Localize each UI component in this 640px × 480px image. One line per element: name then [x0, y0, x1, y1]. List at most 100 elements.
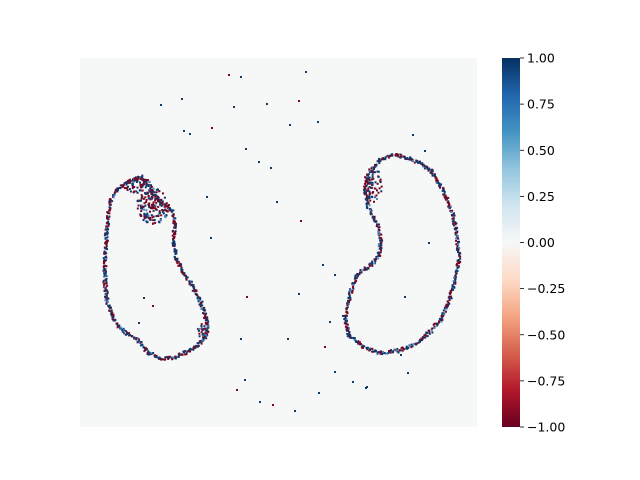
heatmap-cell — [352, 336, 355, 339]
heatmap-cell — [109, 203, 112, 206]
heatmap-cell — [378, 162, 381, 165]
heatmap-cell — [349, 298, 352, 301]
heatmap-cell — [141, 185, 144, 188]
heatmap-cell — [150, 184, 152, 187]
heatmap-cell — [139, 183, 142, 186]
heatmap-cell — [415, 160, 418, 163]
heatmap-cell — [127, 334, 130, 337]
heatmap-cell — [428, 329, 431, 332]
heatmap-cell — [368, 168, 371, 171]
colorbar-tick-label: 0.25 — [527, 189, 555, 204]
heatmap-cell — [136, 207, 139, 210]
colorbar-tick-label: −1.00 — [527, 420, 565, 435]
heatmap-cell — [103, 274, 106, 277]
heatmap-cell — [368, 169, 371, 172]
heatmap-cell — [154, 194, 157, 197]
heatmap-cell — [172, 221, 175, 224]
heatmap-cell — [451, 214, 454, 217]
heatmap-cell — [376, 351, 379, 354]
heatmap-cell — [167, 358, 170, 360]
heatmap-cell — [128, 332, 131, 335]
heatmap-cell — [201, 300, 204, 303]
heatmap-cell — [145, 180, 148, 183]
heatmap-cell — [104, 268, 107, 271]
heatmap-cell — [202, 312, 204, 315]
heatmap-cell — [169, 208, 172, 210]
heatmap-cell — [145, 199, 148, 201]
heatmap-cell — [367, 187, 370, 190]
heatmap-cell — [371, 181, 374, 184]
heatmap-cell — [352, 381, 354, 383]
heatmap-cell — [431, 172, 434, 175]
heatmap-cell — [102, 281, 105, 284]
heatmap-cell — [386, 154, 389, 157]
heatmap-cell — [174, 220, 176, 223]
heatmap-cell — [140, 197, 143, 200]
heatmap-cell — [152, 219, 155, 222]
heatmap-cell — [104, 290, 107, 293]
heatmap-cell — [165, 214, 168, 217]
heatmap-cell — [348, 296, 351, 299]
heatmap-cell — [444, 194, 447, 197]
heatmap-cell — [102, 279, 105, 282]
heatmap-cell — [173, 235, 176, 238]
heatmap-cell — [173, 233, 175, 236]
colorbar-tick-label: −0.50 — [527, 327, 565, 342]
heatmap-cell — [158, 200, 161, 203]
heatmap-cell — [455, 243, 458, 246]
heatmap-cell — [139, 341, 142, 344]
heatmap-cell — [378, 228, 380, 231]
heatmap-cell — [384, 157, 386, 160]
heatmap-cell — [154, 204, 157, 207]
heatmap-cell — [412, 342, 415, 345]
heatmap-cell — [204, 317, 207, 320]
heatmap-cell — [105, 221, 108, 224]
heatmap-cell — [140, 207, 142, 210]
heatmap-cell — [136, 191, 139, 194]
heatmap-cell — [378, 251, 381, 254]
heatmap-cell — [136, 180, 138, 183]
heatmap-cell — [103, 251, 106, 254]
heatmap-cell — [456, 262, 459, 265]
heatmap-cell — [456, 235, 459, 238]
heatmap-cell — [451, 285, 454, 288]
heatmap-cell — [147, 217, 150, 220]
heatmap-cell — [365, 198, 368, 201]
heatmap-cell — [240, 76, 242, 78]
heatmap-cell — [205, 337, 208, 340]
heatmap-cell — [366, 267, 369, 270]
heatmap-cell — [458, 262, 460, 265]
heatmap-cell — [455, 270, 457, 273]
heatmap-cell — [375, 258, 377, 260]
heatmap-cell — [434, 176, 437, 179]
heatmap-cell — [374, 164, 376, 166]
heatmap-cell — [142, 197, 145, 200]
heatmap-cell — [136, 199, 139, 202]
heatmap-cell — [140, 194, 143, 197]
heatmap-cell — [145, 209, 148, 212]
heatmap-cell — [459, 257, 462, 260]
heatmap-cell — [126, 182, 129, 184]
heatmap-cell — [317, 121, 319, 123]
heatmap-cell — [103, 272, 106, 275]
heatmap-cell — [322, 264, 324, 266]
heatmap-cell — [423, 165, 426, 168]
heatmap-cell — [161, 201, 164, 204]
heatmap-cell — [365, 181, 368, 183]
heatmap-cell — [374, 220, 377, 223]
heatmap-cell — [123, 187, 126, 190]
heatmap-cell — [157, 205, 160, 208]
heatmap-cell — [396, 153, 399, 156]
heatmap-cell — [378, 253, 381, 256]
heatmap-cell — [125, 183, 128, 186]
heatmap-cell — [147, 183, 150, 186]
heatmap-cell — [107, 222, 110, 225]
heatmap-cell — [210, 237, 212, 239]
heatmap-cell — [148, 202, 151, 205]
heatmap-cell — [143, 208, 146, 211]
heatmap-cell — [180, 269, 183, 272]
heatmap-cell — [344, 320, 347, 323]
heatmap-cell — [372, 218, 375, 221]
heatmap-cell — [200, 341, 203, 344]
heatmap-cell — [449, 292, 452, 295]
